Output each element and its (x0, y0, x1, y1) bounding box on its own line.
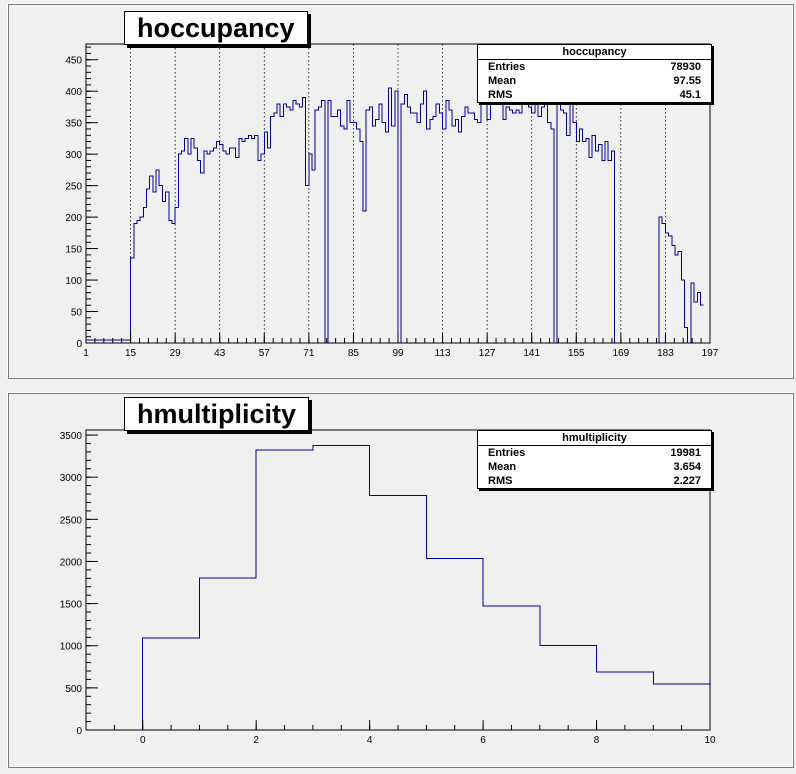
x-tick-label: 141 (523, 348, 540, 359)
y-tick-label: 300 (65, 150, 82, 161)
y-tick-label: 400 (65, 87, 82, 98)
stats-label-entries: Entries (488, 61, 526, 73)
y-tick-label: 0 (76, 726, 82, 737)
x-tick-label: 43 (214, 348, 226, 359)
multiplicity-stats-title: hmultiplicity (478, 431, 711, 446)
x-tick-label: 85 (348, 348, 360, 359)
y-tick-label: 250 (65, 182, 82, 193)
occupancy-stats-title: hoccupancy (478, 45, 711, 60)
histogram-line (85, 87, 704, 344)
y-tick-label: 2000 (60, 557, 83, 568)
stats-label-rms: RMS (488, 89, 513, 101)
x-tick-label: 10 (704, 735, 716, 746)
y-tick-label: 500 (65, 684, 82, 695)
pad-frame-shadow (8, 4, 794, 379)
occupancy-pad[interactable]: 1 15 29 43 57 71 85 99 113 127 141 155 169 183 197 0 50 1… (0, 0, 796, 387)
y-tick-label: 3500 (60, 431, 83, 442)
x-tick-label: 113 (435, 348, 451, 359)
x-tick-label: 127 (479, 348, 496, 359)
multiplicity-stats-entries: Entries 19981 (478, 446, 711, 460)
y-tick-label: 3000 (60, 473, 83, 484)
multiplicity-stats-mean: Mean 3.654 (478, 460, 711, 474)
y-tick-label: 50 (71, 308, 83, 319)
stats-value-mean: 3.654 (673, 461, 701, 473)
x-tick-label: 0 (140, 735, 146, 746)
x-tick-label: 2 (253, 735, 259, 746)
x-tick-label: 155 (568, 348, 585, 359)
multiplicity-stats-rms: RMS 2.227 (478, 474, 711, 488)
occupancy-histogram[interactable]: 1 15 29 43 57 71 85 99 113 127 141 155 169 183 197 0 50 1… (0, 0, 796, 387)
multiplicity-title: hmultiplicity (124, 397, 310, 431)
stats-label-entries: Entries (488, 447, 526, 459)
stats-value-entries: 78930 (670, 61, 701, 73)
y-tick-label: 450 (65, 56, 82, 67)
x-tick-label: 183 (657, 348, 674, 359)
pad-frame-light (7, 392, 793, 767)
y-tick-label: 350 (65, 119, 82, 130)
stats-value-rms: 2.227 (673, 475, 701, 487)
occupancy-stats-mean: Mean 97.55 (478, 74, 711, 88)
y-tick-label: 200 (65, 213, 82, 224)
y-tick-label: 150 (65, 245, 82, 256)
x-tick-label: 169 (613, 348, 630, 359)
y-tick-label: 2500 (60, 515, 83, 526)
x-tick-label: 8 (594, 735, 600, 746)
stats-label-rms: RMS (488, 475, 513, 487)
occupancy-title: hoccupancy (124, 11, 308, 45)
pad-frame-shadow (8, 393, 794, 768)
multiplicity-histogram[interactable]: 0 2 4 6 8 10 0 500 1000 1500 2000 2500 3000 3500 (0, 387, 796, 774)
y-tick-label: 100 (65, 276, 82, 287)
x-tick-label: 71 (303, 348, 315, 359)
x-tick-label: 57 (259, 348, 271, 359)
x-tick-label: 1 (83, 348, 89, 359)
stats-value-rms: 45.1 (679, 89, 701, 101)
x-tick-label: 6 (480, 735, 486, 746)
x-tick-label: 15 (125, 348, 137, 359)
y-tick-label: 0 (76, 339, 82, 350)
multiplicity-pad[interactable]: 0 2 4 6 8 10 0 500 1000 1500 2000 2500 3000 3500 hmul… (0, 387, 796, 774)
stats-value-entries: 19981 (670, 447, 701, 459)
x-tick-label: 4 (367, 735, 373, 746)
stats-label-mean: Mean (488, 461, 517, 473)
x-tick-label: 99 (392, 348, 404, 359)
pad-frame-light (7, 3, 793, 378)
stats-value-mean: 97.55 (673, 75, 701, 87)
occupancy-stats-box: hoccupancy Entries 78930 Mean 97.55 RMS … (477, 44, 712, 103)
x-tick-label: 29 (170, 348, 182, 359)
y-tick-label: 1500 (60, 600, 83, 611)
stats-label-mean: Mean (488, 75, 517, 87)
histogram-line (142, 445, 711, 730)
occupancy-stats-entries: Entries 78930 (478, 60, 711, 74)
multiplicity-stats-box: hmultiplicity Entries 19981 Mean 3.654 R… (477, 430, 712, 489)
occupancy-stats-rms: RMS 45.1 (478, 88, 711, 102)
y-tick-label: 1000 (60, 642, 83, 653)
x-tick-label: 197 (702, 348, 719, 359)
